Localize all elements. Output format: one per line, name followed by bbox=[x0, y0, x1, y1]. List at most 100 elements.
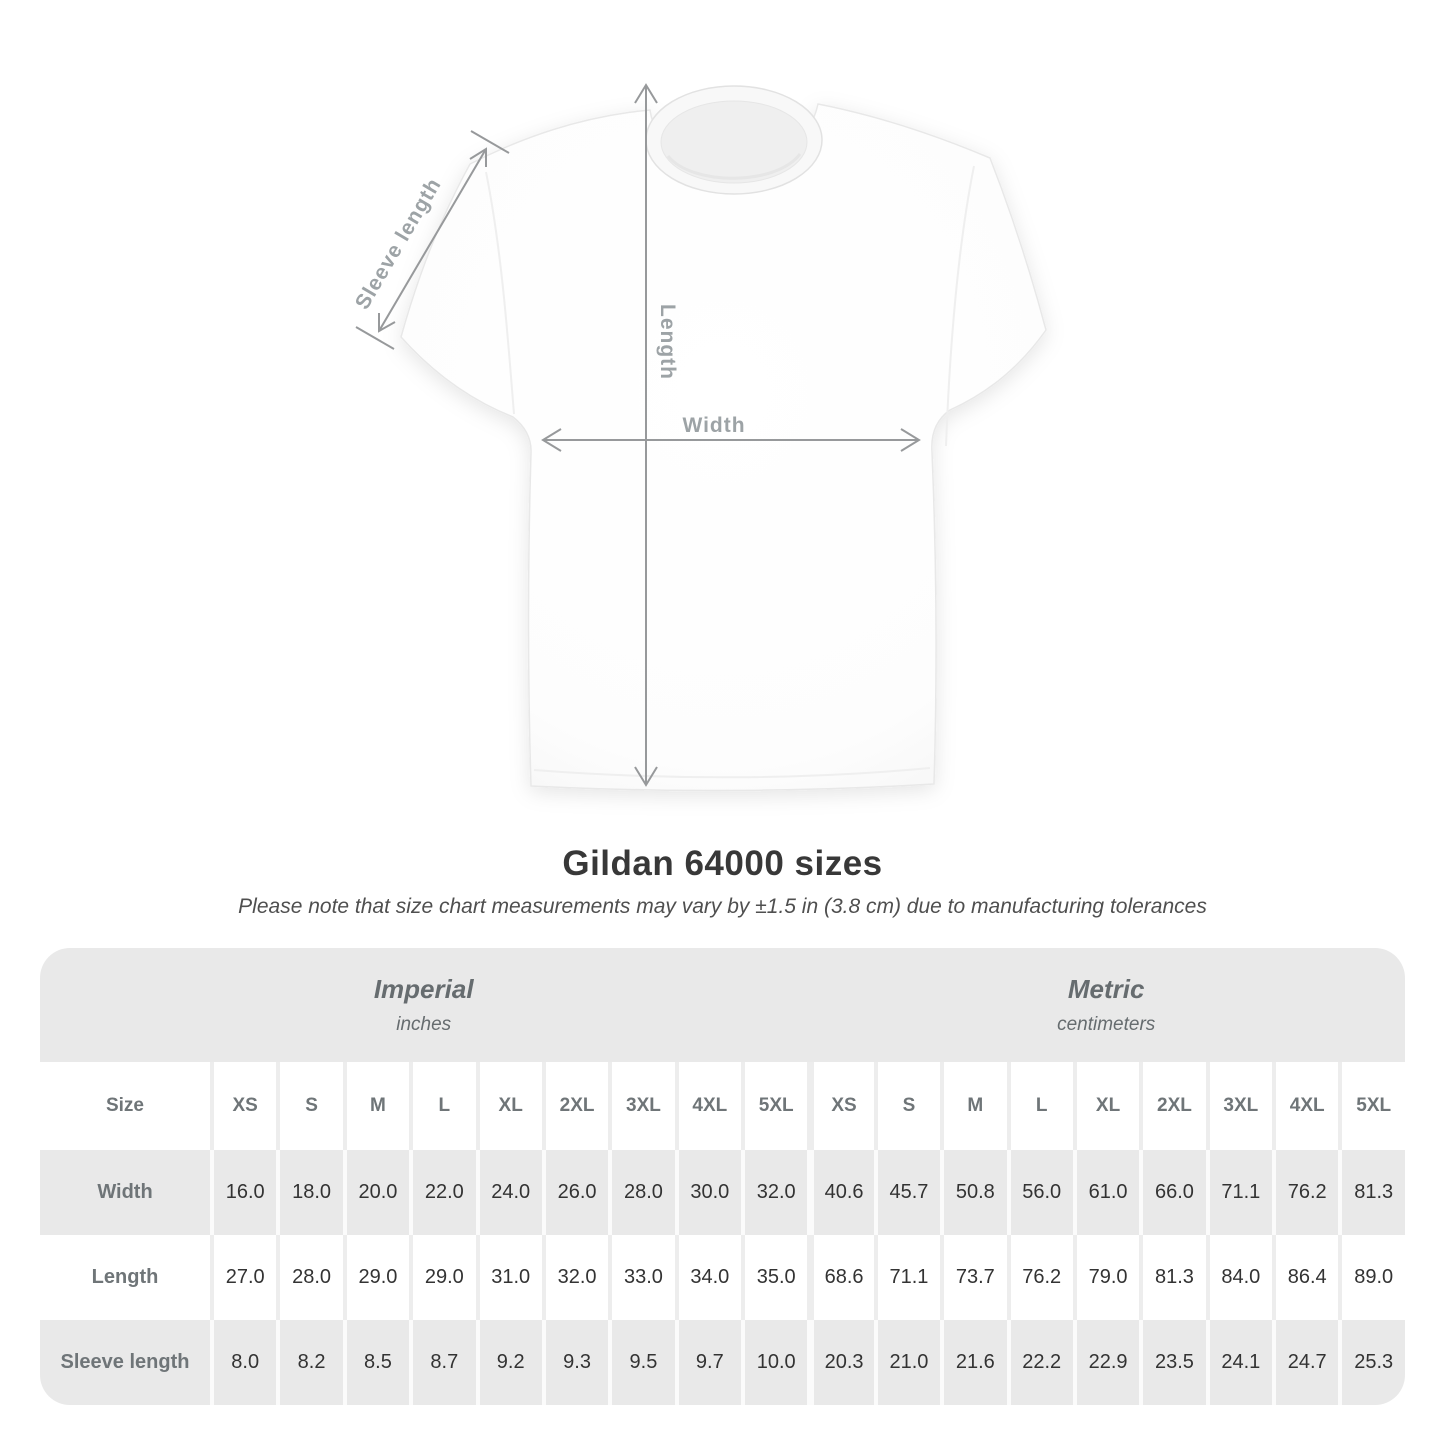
value-cell: 32.0 bbox=[541, 1235, 609, 1320]
value-cell: 31.0 bbox=[475, 1235, 542, 1320]
value-cell: 29.0 bbox=[409, 1235, 476, 1320]
size-header-cell: XS bbox=[210, 1062, 277, 1150]
value-cell: 68.6 bbox=[807, 1235, 874, 1320]
value-cell: 33.0 bbox=[608, 1235, 675, 1320]
unit-label-metric: Metric bbox=[1067, 974, 1145, 1004]
value-cell: 22.0 bbox=[409, 1150, 476, 1235]
value-cell: 40.6 bbox=[807, 1150, 874, 1235]
size-column-title: Size bbox=[40, 1062, 210, 1150]
value-cell: 79.0 bbox=[1072, 1235, 1140, 1320]
size-header-cell: S bbox=[276, 1062, 343, 1150]
value-cell: 26.0 bbox=[541, 1150, 609, 1235]
value-cell: 32.0 bbox=[741, 1150, 808, 1235]
value-cell: 29.0 bbox=[342, 1235, 410, 1320]
value-cell: 9.5 bbox=[608, 1320, 675, 1405]
tshirt-measurement-figure: Length Width Sleeve length bbox=[351, 83, 1047, 792]
value-cell: 81.3 bbox=[1338, 1150, 1405, 1235]
unit-header-row: Imperial inches Metric centimeters bbox=[40, 948, 1405, 1062]
value-cell: 73.7 bbox=[940, 1235, 1007, 1320]
length-row: Length 27.0 28.0 29.0 29.0 31.0 32.0 33.… bbox=[40, 1235, 1405, 1320]
value-cell: 9.2 bbox=[475, 1320, 542, 1405]
size-header-cell: 2XL bbox=[1139, 1062, 1206, 1150]
unit-label-imperial: Imperial bbox=[373, 974, 474, 1004]
size-header-cell: M bbox=[342, 1062, 410, 1150]
value-cell: 27.0 bbox=[210, 1235, 277, 1320]
collar-inner-shadow bbox=[666, 153, 802, 180]
value-cell: 84.0 bbox=[1205, 1235, 1272, 1320]
size-header-cell: 4XL bbox=[1272, 1062, 1339, 1150]
value-cell: 24.7 bbox=[1272, 1320, 1339, 1405]
value-cell: 28.0 bbox=[276, 1235, 343, 1320]
value-cell: 20.0 bbox=[342, 1150, 410, 1235]
size-header-row: Size XS S M L XL 2XL 3XL 4XL 5XL XS S M … bbox=[40, 1062, 1405, 1150]
page-title: Gildan 64000 sizes bbox=[562, 844, 883, 883]
value-cell: 20.3 bbox=[807, 1320, 874, 1405]
value-cell: 25.3 bbox=[1338, 1320, 1405, 1405]
size-header-cell: L bbox=[1006, 1062, 1073, 1150]
size-header-cell: 2XL bbox=[541, 1062, 609, 1150]
hem-stitch bbox=[533, 767, 931, 779]
value-cell: 24.0 bbox=[475, 1150, 542, 1235]
size-header-cell: 5XL bbox=[741, 1062, 808, 1150]
sleeve-length-arrow bbox=[355, 130, 510, 350]
value-cell: 18.0 bbox=[276, 1150, 343, 1235]
value-cell: 89.0 bbox=[1338, 1235, 1405, 1320]
value-cell: 16.0 bbox=[210, 1150, 277, 1235]
right-sleeve-seam bbox=[945, 165, 975, 447]
size-header-cell: S bbox=[873, 1062, 941, 1150]
value-cell: 8.7 bbox=[409, 1320, 476, 1405]
row-label: Width bbox=[40, 1150, 210, 1235]
size-header-cell: 3XL bbox=[608, 1062, 675, 1150]
value-cell: 10.0 bbox=[741, 1320, 808, 1405]
value-cell: 86.4 bbox=[1272, 1235, 1339, 1320]
unit-sublabel-metric: centimeters bbox=[1057, 1014, 1156, 1035]
row-label: Length bbox=[40, 1235, 210, 1320]
value-cell: 45.7 bbox=[873, 1150, 941, 1235]
value-cell: 34.0 bbox=[674, 1235, 741, 1320]
size-header-cell: M bbox=[940, 1062, 1007, 1150]
value-cell: 8.2 bbox=[276, 1320, 343, 1405]
tshirt-body bbox=[400, 103, 1047, 792]
size-header-cell: XL bbox=[1072, 1062, 1140, 1150]
collar-opening bbox=[660, 100, 808, 184]
value-cell: 71.1 bbox=[873, 1235, 941, 1320]
value-cell: 56.0 bbox=[1006, 1150, 1073, 1235]
width-row: Width 16.0 18.0 20.0 22.0 24.0 26.0 28.0… bbox=[40, 1150, 1405, 1235]
value-cell: 22.9 bbox=[1072, 1320, 1140, 1405]
value-cell: 9.3 bbox=[541, 1320, 609, 1405]
value-cell: 30.0 bbox=[674, 1150, 741, 1235]
size-header-cell: 3XL bbox=[1205, 1062, 1272, 1150]
unit-header-imperial: Imperial inches bbox=[40, 948, 808, 1062]
value-cell: 23.5 bbox=[1139, 1320, 1206, 1405]
value-cell: 61.0 bbox=[1072, 1150, 1140, 1235]
value-cell: 35.0 bbox=[741, 1235, 808, 1320]
size-header-cell: XS bbox=[807, 1062, 874, 1150]
value-cell: 8.5 bbox=[342, 1320, 410, 1405]
row-label: Sleeve length bbox=[40, 1320, 210, 1405]
size-header-cell: XL bbox=[475, 1062, 542, 1150]
size-header-cell: 4XL bbox=[674, 1062, 741, 1150]
sleeve-length-row: Sleeve length 8.0 8.2 8.5 8.7 9.2 9.3 9.… bbox=[40, 1320, 1405, 1405]
value-cell: 24.1 bbox=[1205, 1320, 1272, 1405]
size-header-cell: L bbox=[409, 1062, 476, 1150]
value-cell: 22.2 bbox=[1006, 1320, 1073, 1405]
width-label: Width bbox=[682, 414, 745, 437]
value-cell: 50.8 bbox=[940, 1150, 1007, 1235]
value-cell: 9.7 bbox=[674, 1320, 741, 1405]
value-cell: 28.0 bbox=[608, 1150, 675, 1235]
value-cell: 21.0 bbox=[873, 1320, 941, 1405]
length-label: Length bbox=[656, 304, 679, 380]
unit-sublabel-imperial: inches bbox=[396, 1014, 452, 1035]
value-cell: 66.0 bbox=[1139, 1150, 1206, 1235]
size-table: Imperial inches Metric centimeters Size … bbox=[40, 948, 1405, 1405]
value-cell: 76.2 bbox=[1006, 1235, 1073, 1320]
unit-header-metric: Metric centimeters bbox=[807, 948, 1405, 1062]
width-arrow bbox=[541, 428, 921, 452]
length-arrow bbox=[634, 83, 658, 787]
value-cell: 71.1 bbox=[1205, 1150, 1272, 1235]
page-subtitle: Please note that size chart measurements… bbox=[238, 895, 1207, 918]
value-cell: 81.3 bbox=[1139, 1235, 1206, 1320]
value-cell: 8.0 bbox=[210, 1320, 277, 1405]
size-header-cell: 5XL bbox=[1338, 1062, 1405, 1150]
